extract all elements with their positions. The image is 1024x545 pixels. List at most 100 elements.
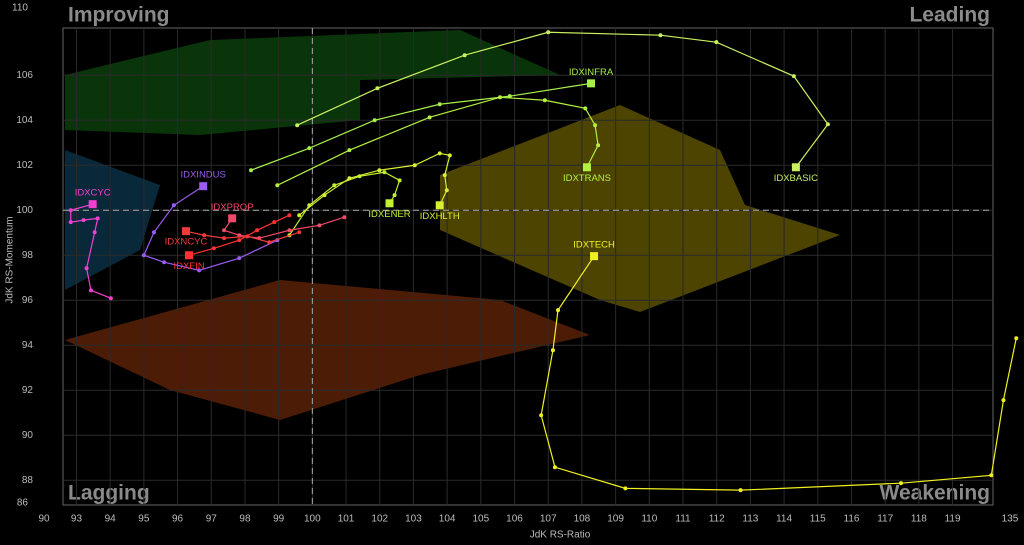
trail-point <box>444 188 449 193</box>
x-tick-label: 94 <box>105 514 117 525</box>
trail-point <box>81 218 86 223</box>
series-label: IDXNCYC <box>165 237 208 248</box>
x-tick-label: 114 <box>776 514 792 525</box>
trail-point <box>317 223 322 228</box>
series-label: IDXINFRA <box>569 67 614 78</box>
series-label: IDXINDUS <box>180 170 225 181</box>
trail-point <box>714 40 719 45</box>
trail-point <box>989 473 994 478</box>
trail-point <box>377 168 382 173</box>
trail-point <box>552 465 557 470</box>
trail-point <box>347 176 352 181</box>
trail-point <box>658 33 663 38</box>
trail-point <box>267 240 272 245</box>
y-tick-label: 102 <box>16 160 33 171</box>
y-tick-label: 100 <box>16 205 33 216</box>
trail-point <box>211 246 216 251</box>
y-tick-label: 94 <box>22 340 34 351</box>
trail-point <box>372 118 377 123</box>
head-marker <box>199 182 208 191</box>
series-label: IDXHLTH <box>420 211 460 222</box>
head-marker <box>582 163 591 172</box>
series-label: IDXTRANS <box>563 173 611 184</box>
trail-point <box>272 220 277 225</box>
x-axis-end-label: 135 <box>1002 514 1019 525</box>
trail-point <box>1001 398 1006 403</box>
trail-point <box>550 348 555 353</box>
head-marker <box>185 251 194 260</box>
arrow-red <box>65 280 590 420</box>
trail-point <box>412 163 417 168</box>
plot-frame <box>62 27 994 506</box>
trail-point <box>237 233 242 238</box>
trail-point <box>899 481 904 486</box>
series-label: IDXFIN <box>173 261 204 272</box>
trail-point <box>151 230 156 235</box>
head-marker <box>385 199 394 208</box>
x-tick-label: 96 <box>172 514 184 525</box>
trail-point <box>237 256 242 261</box>
trail-point <box>297 230 302 235</box>
x-tick-label: 105 <box>472 514 489 525</box>
trail-point <box>222 228 227 233</box>
x-tick-label: 118 <box>911 514 927 525</box>
trail-point <box>287 213 292 218</box>
head-marker <box>587 79 596 88</box>
head-marker <box>88 200 97 209</box>
trail-line <box>298 152 451 216</box>
trail-point <box>593 123 598 128</box>
x-tick-label: 98 <box>239 514 251 525</box>
trail-point <box>447 153 452 158</box>
trail-point <box>141 253 146 258</box>
trail-point <box>287 228 292 233</box>
trail-point <box>307 146 312 151</box>
x-tick-label: 116 <box>844 514 860 525</box>
trail-point <box>95 216 100 221</box>
y-axis-end-label: 110 <box>12 3 28 14</box>
head-marker <box>228 214 237 223</box>
trail-point <box>596 143 601 148</box>
trail-point <box>202 233 207 238</box>
x-tick-label: 111 <box>675 514 691 525</box>
trail-point <box>322 193 327 198</box>
x-axis-end-label: 90 <box>38 514 50 525</box>
trail-point <box>275 183 280 188</box>
trail-point <box>437 102 442 107</box>
y-tick-label: 98 <box>22 250 34 261</box>
trail-point <box>507 94 512 99</box>
series-label: IDXPROP <box>211 202 254 213</box>
x-tick-label: 104 <box>439 514 456 525</box>
y-tick-label: 96 <box>22 295 34 306</box>
trail-point <box>427 115 432 120</box>
trail-point <box>249 168 254 173</box>
trail-point <box>295 123 300 128</box>
x-tick-label: 112 <box>709 514 725 525</box>
trail-point <box>1014 336 1019 341</box>
trail-point <box>68 208 73 213</box>
trail-point <box>539 413 544 418</box>
x-tick-label: 101 <box>338 514 355 525</box>
x-tick-label: 119 <box>945 514 961 525</box>
trail-point <box>392 193 397 198</box>
x-axis-title: JdK RS-Ratio <box>530 530 591 541</box>
y-tick-label: 104 <box>16 115 33 126</box>
series-label: IDXTECH <box>573 240 615 251</box>
trail-point <box>555 308 560 313</box>
x-tick-label: 113 <box>742 514 758 525</box>
quadrant-label: Lagging <box>68 482 150 505</box>
x-tick-label: 95 <box>138 514 150 525</box>
trail-point <box>197 268 202 273</box>
head-marker <box>435 201 444 210</box>
trail-point <box>382 170 387 175</box>
trail-point <box>171 203 176 208</box>
trail-point <box>347 148 352 153</box>
series-label: IDXENER <box>368 209 410 220</box>
series-label: IDXCYC <box>75 188 111 199</box>
trail-point <box>375 86 380 91</box>
trail-point <box>297 213 302 218</box>
x-tick-label: 108 <box>574 514 591 525</box>
trail-point <box>623 486 628 491</box>
trail-point <box>442 173 447 178</box>
quadrant-label: Weakening <box>880 482 990 505</box>
trail-point <box>88 288 93 293</box>
